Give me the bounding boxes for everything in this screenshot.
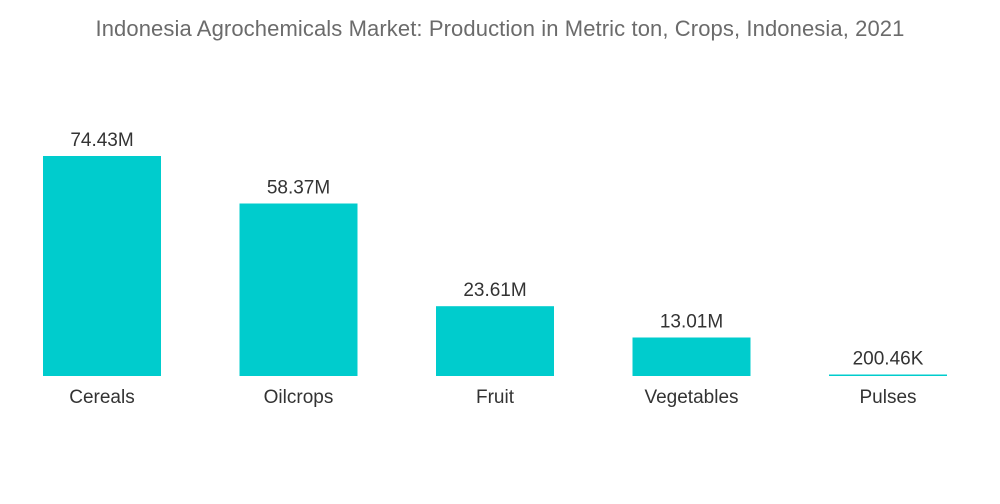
data-label-oilcrops: 58.37M <box>267 178 330 199</box>
data-label-cereals: 74.43M <box>70 130 133 151</box>
data-label-fruit: 23.61M <box>463 280 526 301</box>
bar-pulses <box>829 374 947 376</box>
x-tick-label-vegetables: Vegetables <box>644 387 738 408</box>
bar-cereals <box>43 156 161 376</box>
chart-title: Indonesia Agrochemicals Market: Producti… <box>95 16 905 41</box>
x-tick-label-fruit: Fruit <box>476 387 515 408</box>
x-tick-label-cereals: Cereals <box>69 387 134 408</box>
x-tick-label-pulses: Pulses <box>859 387 916 408</box>
bar-vegetables <box>632 337 751 376</box>
bar-oilcrops <box>239 203 358 376</box>
data-label-vegetables: 13.01M <box>660 312 723 333</box>
x-tick-label-oilcrops: Oilcrops <box>264 387 334 408</box>
data-label-pulses: 200.46K <box>853 349 924 370</box>
bar-fruit <box>436 306 554 376</box>
